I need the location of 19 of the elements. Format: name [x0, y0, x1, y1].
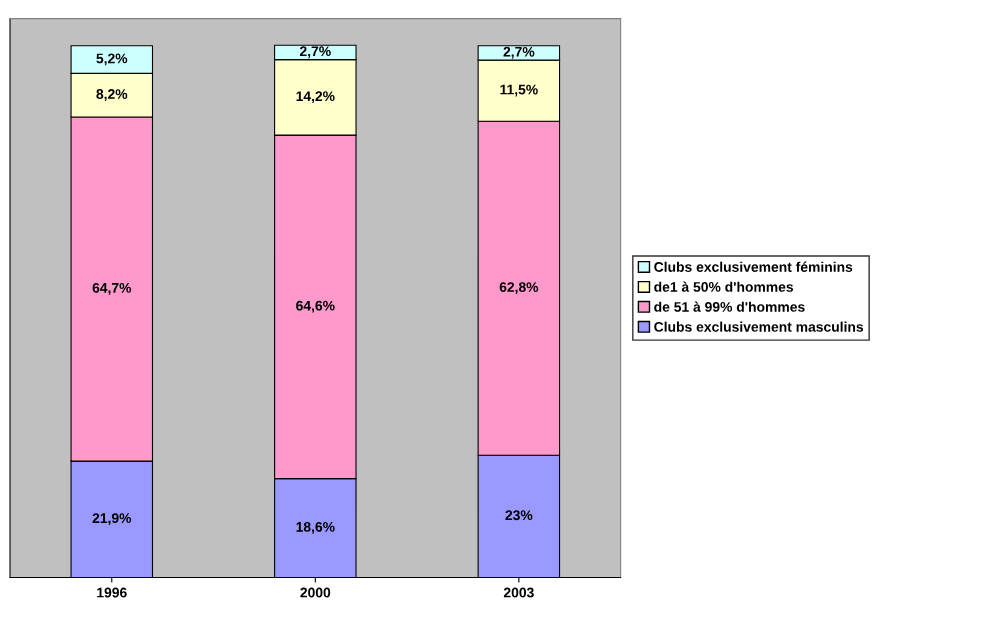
data-label: 21,9% — [92, 513, 132, 526]
x-tick-label: 2000 — [300, 587, 331, 598]
legend-label: Clubs exclusivement masculins — [654, 321, 864, 332]
x-tick-label: 2003 — [503, 587, 534, 598]
legend-label: de1 à 50% d'hommes — [654, 281, 794, 292]
data-label: 2,7% — [503, 46, 535, 59]
data-label: 23% — [505, 510, 533, 521]
data-label: 5,2% — [96, 53, 128, 66]
data-label: 14,2% — [296, 91, 335, 104]
data-label: 64,6% — [296, 300, 335, 313]
legend-label: de 51 à 99% d'hommes — [654, 301, 805, 312]
data-label: 8,2% — [96, 89, 128, 101]
data-label: 18,6% — [296, 521, 335, 534]
x-tick-label: 1996 — [97, 587, 127, 598]
data-label: 64,7% — [92, 282, 132, 295]
legend-label: Clubs exclusivement féminins — [654, 261, 853, 272]
data-label: 11,5% — [500, 84, 538, 97]
data-label: 2,7% — [299, 46, 331, 59]
data-label: 62,8% — [499, 282, 539, 294]
